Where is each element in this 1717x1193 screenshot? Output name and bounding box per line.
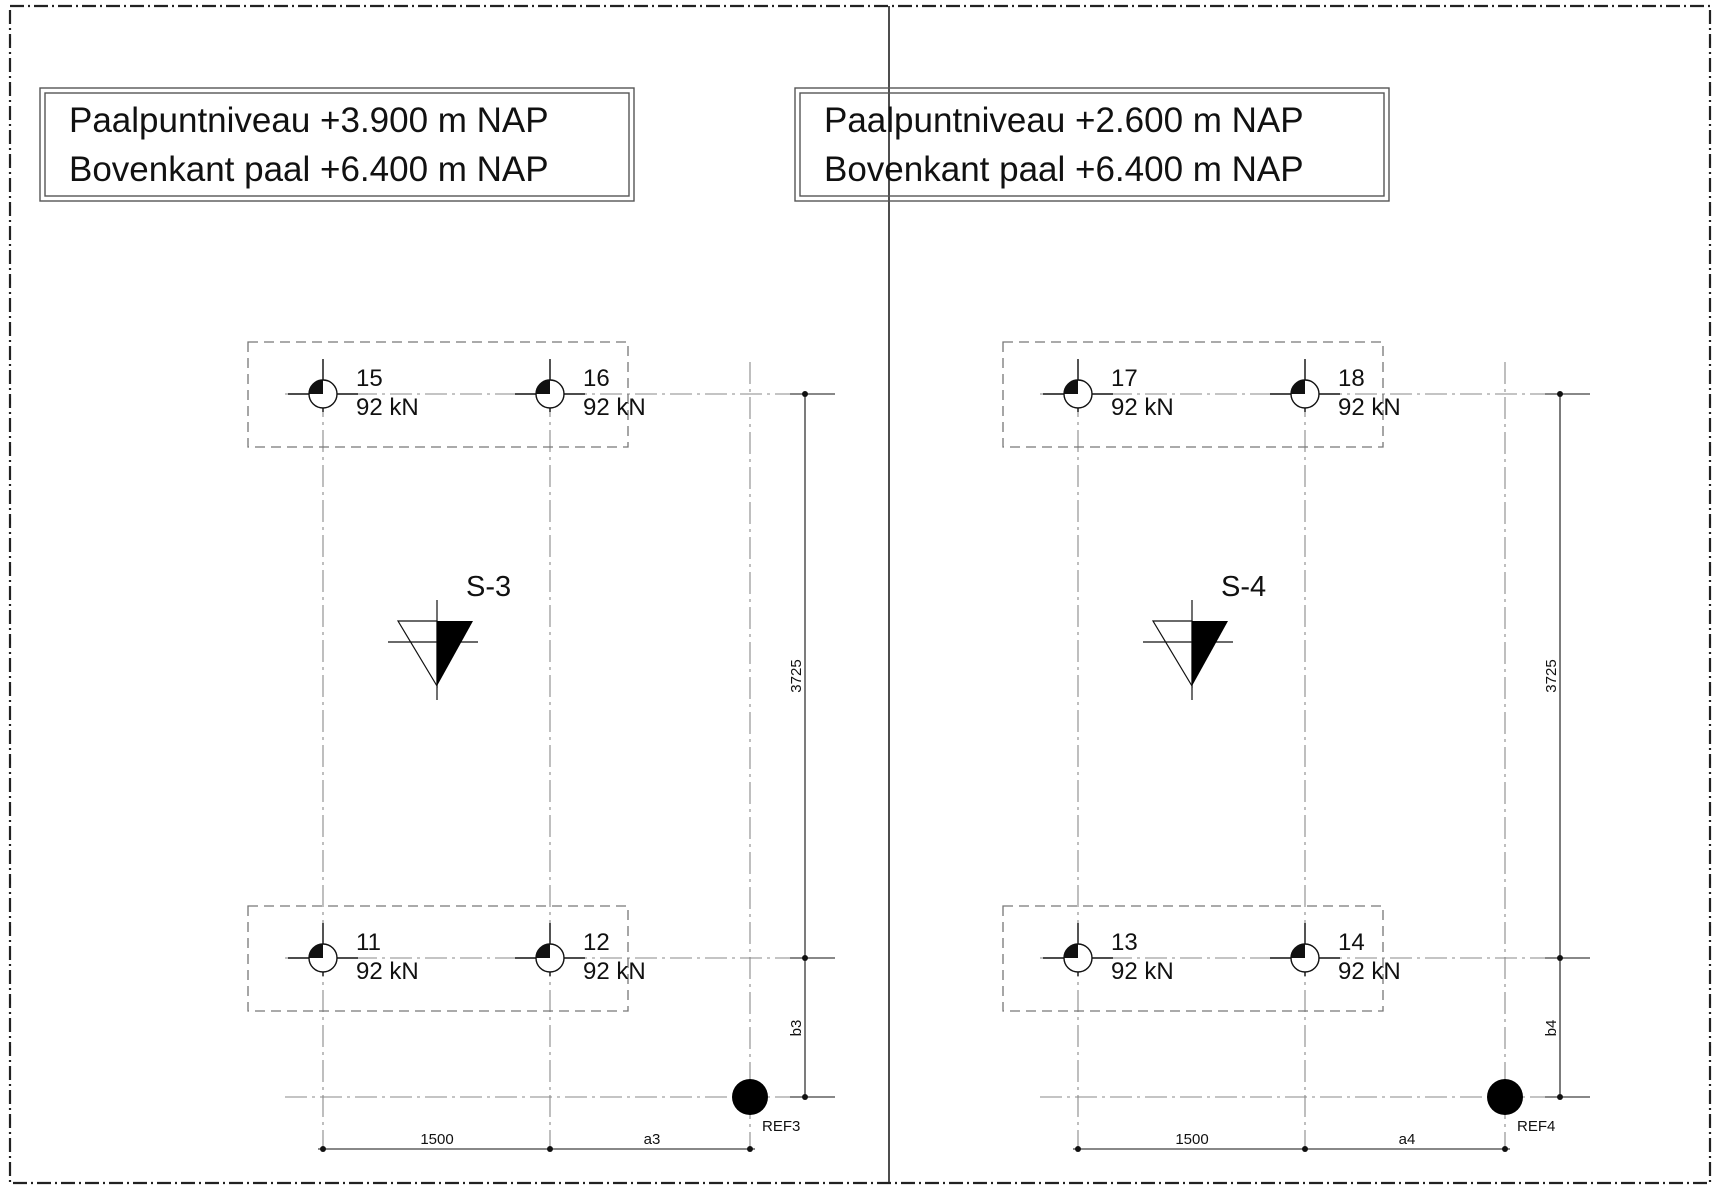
section-level-marker: S-3 bbox=[388, 571, 511, 700]
horizontal-dimension: 1500 a4 bbox=[1073, 1131, 1510, 1152]
pile-symbol-fill bbox=[309, 944, 323, 958]
pile-number: 17 bbox=[1111, 365, 1138, 392]
grid-axes bbox=[1040, 360, 1590, 1150]
dimension-tick bbox=[320, 1146, 326, 1152]
pile-cap-bottom bbox=[1002, 905, 1384, 1012]
dimension-tick bbox=[802, 1094, 808, 1100]
section-label: S-3 bbox=[466, 571, 511, 603]
pile-number: 13 bbox=[1111, 929, 1138, 956]
pile-cap-bottom bbox=[247, 905, 629, 1012]
dimension-vertical-main: 3725 bbox=[1543, 659, 1560, 692]
horizontal-dimension: 1500 a3 bbox=[318, 1131, 755, 1152]
reference-point-dot bbox=[732, 1079, 768, 1115]
dimension-horizontal-ref: a3 bbox=[644, 1131, 661, 1148]
pile-symbol-fill bbox=[309, 380, 323, 394]
level-box-inner-border bbox=[44, 92, 630, 197]
level-marker-open-triangle bbox=[396, 620, 438, 689]
pile-number: 15 bbox=[356, 365, 383, 392]
dimension-vertical-main: 3725 bbox=[788, 659, 805, 692]
pile-symbol-fill bbox=[1064, 944, 1078, 958]
vertical-dimension: 3725 b3 bbox=[788, 391, 835, 1100]
pile-load: 92 kN bbox=[356, 394, 419, 421]
dimension-vertical-ref: b4 bbox=[1543, 1020, 1560, 1037]
pile-tip-level-text: Paalpuntniveau +3.900 m NAP bbox=[69, 101, 549, 140]
level-marker-filled-triangle bbox=[1192, 621, 1228, 686]
pile-symbol-fill bbox=[1291, 944, 1305, 958]
dimension-tick bbox=[747, 1146, 753, 1152]
dimension-tick bbox=[1557, 391, 1563, 397]
pile-number: 18 bbox=[1338, 365, 1365, 392]
reference-point-label: REF3 bbox=[762, 1118, 800, 1135]
pile-load: 92 kN bbox=[583, 394, 646, 421]
pile-top-level-text: Bovenkant paal +6.400 m NAP bbox=[69, 150, 549, 189]
pile-number: 11 bbox=[356, 929, 381, 956]
dimension-tick bbox=[1557, 1094, 1563, 1100]
level-info-box: Paalpuntniveau +3.900 m NAP Bovenkant paa… bbox=[39, 87, 635, 202]
section-level-marker: S-4 bbox=[1143, 571, 1266, 700]
plan-panel-right: Paalpuntniveau +2.600 m NAP Bovenkant paa… bbox=[794, 87, 1590, 1152]
pile-load: 92 kN bbox=[1338, 958, 1401, 985]
level-info-box: Paalpuntniveau +2.600 m NAP Bovenkant paa… bbox=[794, 87, 1390, 202]
pile-symbol-fill bbox=[536, 380, 550, 394]
vertical-dimension: 3725 b4 bbox=[1543, 391, 1590, 1100]
dimension-tick bbox=[1557, 955, 1563, 961]
dimension-horizontal-main: 1500 bbox=[1175, 1131, 1208, 1148]
pile-tip-level-text: Paalpuntniveau +2.600 m NAP bbox=[824, 101, 1304, 140]
pile-top-level-text: Bovenkant paal +6.400 m NAP bbox=[824, 150, 1304, 189]
dimension-horizontal-ref: a4 bbox=[1399, 1131, 1416, 1148]
dimension-tick bbox=[1302, 1146, 1308, 1152]
pile-symbol-fill bbox=[536, 944, 550, 958]
dimension-tick bbox=[802, 955, 808, 961]
pile-cap-top bbox=[1002, 341, 1384, 448]
level-box-outer-border bbox=[794, 87, 1390, 202]
pile-load: 92 kN bbox=[583, 958, 646, 985]
reference-point-dot bbox=[1487, 1079, 1523, 1115]
pile-number: 14 bbox=[1338, 929, 1365, 956]
dimension-vertical-ref: b3 bbox=[788, 1020, 805, 1037]
pile-number: 16 bbox=[583, 365, 610, 392]
grid-axes bbox=[285, 360, 835, 1150]
dimension-tick bbox=[547, 1146, 553, 1152]
pile-number: 12 bbox=[583, 929, 610, 956]
pile-cap-top bbox=[247, 341, 629, 448]
pile-load: 92 kN bbox=[356, 958, 419, 985]
reference-point-label: REF4 bbox=[1517, 1118, 1555, 1135]
drawing-frame bbox=[8, 4, 1712, 1185]
dimension-tick bbox=[1502, 1146, 1508, 1152]
dimension-tick bbox=[1075, 1146, 1081, 1152]
level-box-inner-border bbox=[799, 92, 1385, 197]
dimension-horizontal-main: 1500 bbox=[420, 1131, 453, 1148]
pile-symbol-fill bbox=[1064, 380, 1078, 394]
section-label: S-4 bbox=[1221, 571, 1266, 603]
dimension-tick bbox=[802, 391, 808, 397]
pile-load: 92 kN bbox=[1338, 394, 1401, 421]
level-marker-filled-triangle bbox=[437, 621, 473, 686]
level-box-outer-border bbox=[39, 87, 635, 202]
pile-symbol-fill bbox=[1291, 380, 1305, 394]
pile-load: 92 kN bbox=[1111, 958, 1174, 985]
pile-load: 92 kN bbox=[1111, 394, 1174, 421]
level-marker-open-triangle bbox=[1151, 620, 1193, 689]
plan-panel-left: Paalpuntniveau +3.900 m NAP Bovenkant paa… bbox=[39, 87, 835, 1152]
